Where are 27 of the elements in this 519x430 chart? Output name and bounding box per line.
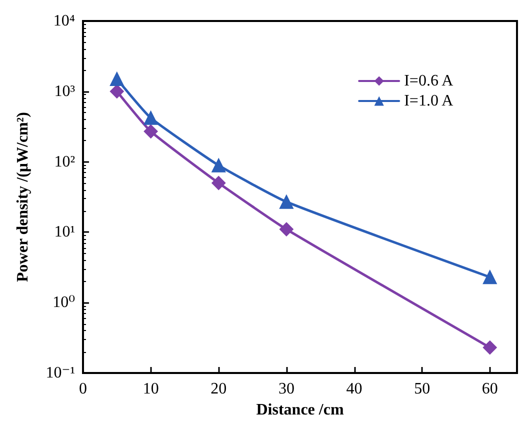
legend-label: I=1.0 A bbox=[404, 92, 454, 110]
legend-label: I=0.6 A bbox=[404, 72, 454, 90]
x-tick-label: 50 bbox=[414, 380, 430, 398]
point bbox=[144, 124, 158, 138]
point bbox=[212, 158, 226, 172]
x-tick-label: 40 bbox=[346, 380, 362, 398]
x-axis-title: Distance /cm bbox=[256, 401, 344, 418]
point bbox=[482, 270, 497, 284]
x-tick-label: 20 bbox=[210, 380, 227, 398]
point bbox=[144, 110, 158, 125]
y-tick-label: 10¹ bbox=[54, 224, 76, 241]
y-tick-label: 10⁴ bbox=[53, 12, 76, 30]
point bbox=[110, 72, 124, 86]
x-tick-label: 60 bbox=[482, 380, 498, 398]
x-tick-label: 0 bbox=[79, 380, 87, 398]
point bbox=[212, 176, 226, 190]
y-tick-label: 10⁻¹ bbox=[46, 364, 76, 382]
y-axis-title: Power density /(μW/cm²) bbox=[14, 112, 32, 282]
point bbox=[279, 194, 294, 209]
y-tick-label: 10² bbox=[54, 153, 76, 170]
y-tick-label: 10⁰ bbox=[52, 294, 75, 312]
x-tick-label: 10 bbox=[142, 380, 159, 398]
point bbox=[482, 340, 497, 355]
point bbox=[110, 84, 124, 98]
x-tick-label: 30 bbox=[278, 380, 294, 398]
point bbox=[279, 222, 294, 236]
y-tick-label: 10³ bbox=[54, 82, 76, 100]
